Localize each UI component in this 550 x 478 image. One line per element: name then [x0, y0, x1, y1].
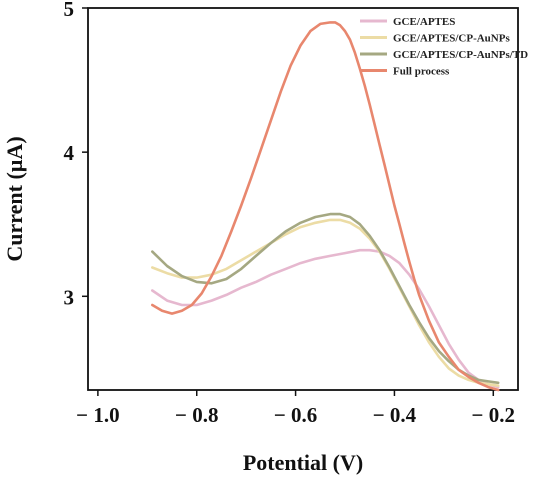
legend-entry-full-process: Full process [393, 66, 450, 78]
y-axis-label: Current (µA) [2, 136, 27, 261]
legend-entry-gce-aptes: GCE/APTES [393, 16, 455, 28]
series-line-gce-aptes-cp-aunps [151, 218, 500, 387]
x-tick-label: − 0.4 [373, 403, 417, 427]
x-axis-label: Potential (V) [243, 450, 363, 475]
series-line-full-process [151, 21, 500, 392]
x-tick-label: − 0.2 [472, 403, 515, 427]
legend: GCE/APTES GCE/APTES/CP-AuNPs GCE/APTES/CP-… [360, 16, 528, 78]
series-line-gce-aptes [151, 248, 500, 389]
plot-frame [87, 7, 519, 391]
y-tick-label: 4 [64, 141, 75, 165]
legend-entry-gce-aptes-cp-aunps-td: GCE/APTES/CP-AuNPs/TD [393, 49, 528, 61]
series-line-gce-aptes-cp-aunps-td [151, 212, 500, 385]
y-tick-label: 3 [64, 285, 75, 309]
x-tick-label: − 1.0 [76, 403, 119, 427]
y-tick-label: 5 [64, 0, 75, 21]
x-tick-label: − 0.8 [175, 403, 218, 427]
x-tick-label: − 0.6 [274, 403, 317, 427]
legend-entry-gce-aptes-cp-aunps: GCE/APTES/CP-AuNPs [393, 33, 510, 45]
